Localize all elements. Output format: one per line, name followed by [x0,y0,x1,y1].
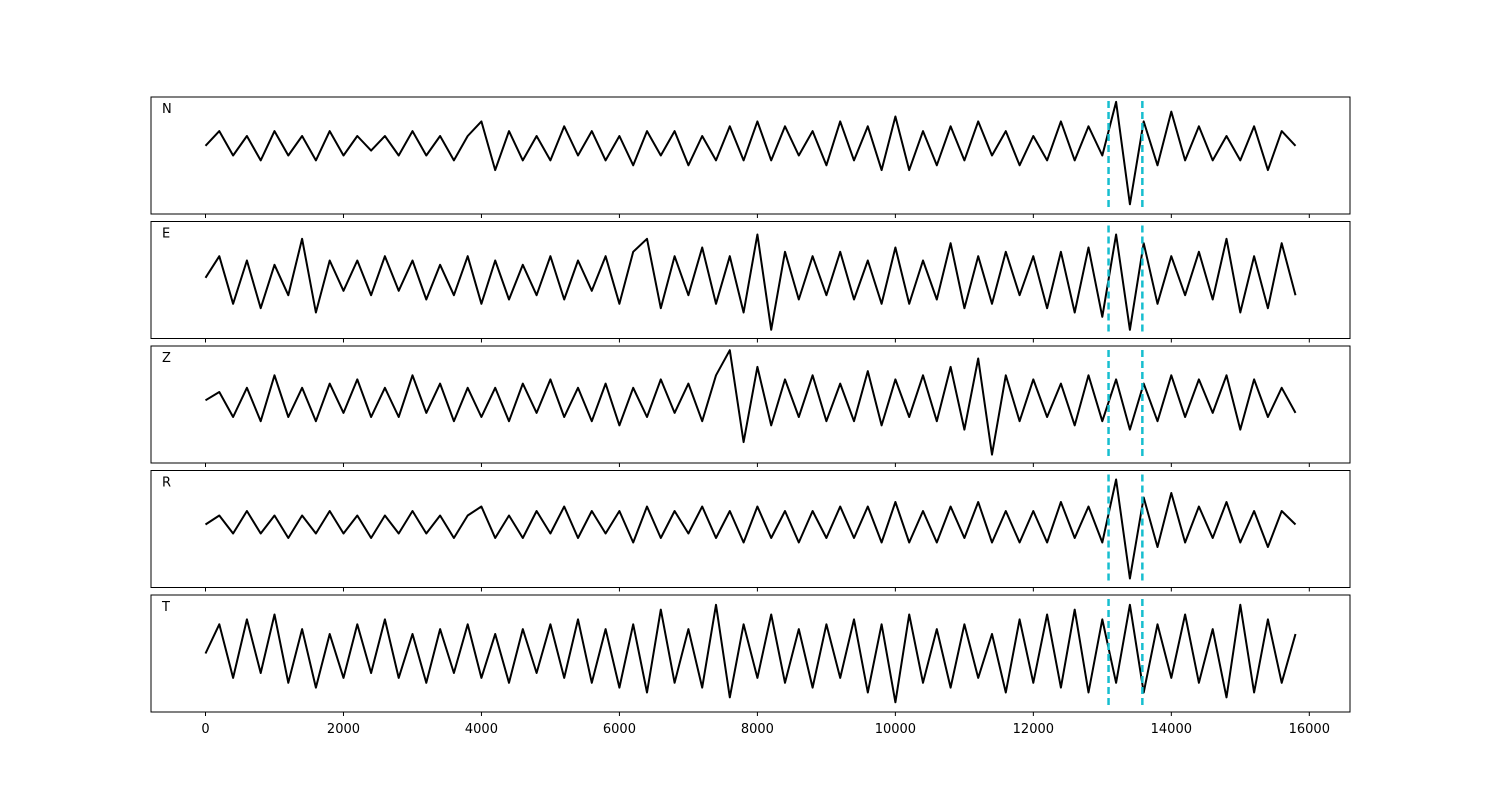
panel-frame [150,345,1351,464]
trace [204,100,1297,206]
panel-label: T [161,600,170,615]
panel-frame [150,470,1351,588]
x-tick-label: 16000 [1289,722,1330,737]
panel-frame [150,594,1351,713]
x-tick-label: 0 [201,722,209,737]
x-tick-label: 12000 [1013,722,1054,737]
x-tick-label: 8000 [741,722,774,737]
x-tick-label: 14000 [1151,722,1192,737]
x-tick-label: 10000 [875,722,916,737]
trace [204,233,1297,331]
panel-label: R [162,476,171,491]
trace [204,603,1297,704]
x-tick-label: 6000 [603,722,636,737]
panel-label: N [162,102,172,117]
panel-frame [150,221,1351,339]
panel-label: Z [162,351,171,366]
x-tick-label: 4000 [465,722,498,737]
panel-label: E [162,227,170,242]
panel-frame [150,96,1351,215]
x-tick-label: 2000 [327,722,360,737]
trace [204,349,1297,456]
trace [204,478,1297,580]
